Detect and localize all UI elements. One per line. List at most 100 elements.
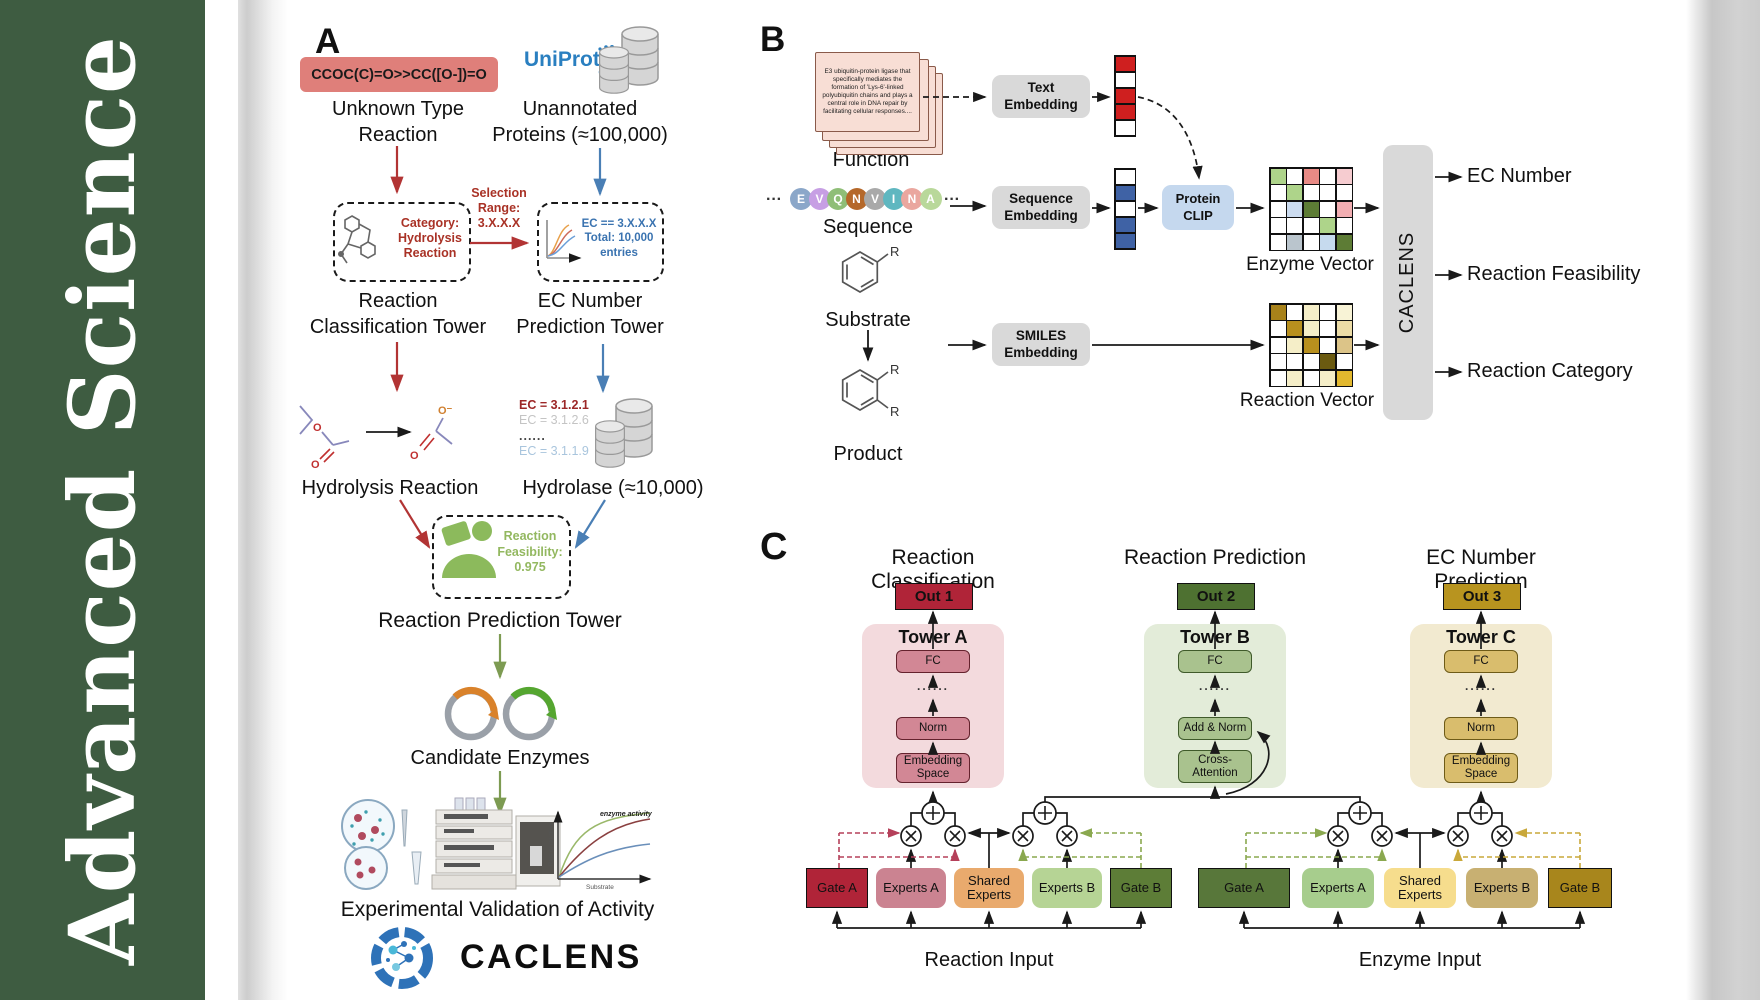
reaction-classification-tower-label: Reaction Classification Tower — [309, 290, 487, 338]
tower-c: Tower C FC Norm Embedding Space — [1410, 624, 1552, 788]
tower-b-fc: FC — [1178, 650, 1252, 673]
vector-cell — [1115, 88, 1135, 103]
svg-text:Substrate: Substrate — [586, 884, 614, 891]
caclens-logo-icon — [371, 927, 433, 989]
matrix-cell — [1303, 201, 1319, 217]
output-reaction-category: Reaction Category — [1467, 360, 1633, 382]
activity-graph: enzyme activity Rate of reaction Substra… — [549, 810, 653, 891]
matrix-cell — [1320, 201, 1335, 217]
matrix-cell — [1287, 218, 1302, 233]
matrix-cell — [1287, 201, 1302, 217]
panel-b-arrows — [862, 91, 1463, 378]
ec-number-prediction-tower-label: EC Number Prediction Tower — [516, 290, 664, 338]
sequence-label: Sequence — [822, 216, 914, 238]
matrix-cell — [1303, 234, 1319, 250]
residue-circle: V — [808, 188, 831, 210]
reaction-gate-a: Gate A — [806, 868, 868, 908]
enzyme-gate-b: Gate B — [1548, 868, 1612, 908]
matrix-cell — [1303, 337, 1319, 353]
database-stack — [594, 420, 626, 468]
matrix-cell — [1287, 168, 1302, 184]
matrix-cell — [1303, 304, 1319, 320]
svg-text:O: O — [410, 450, 419, 462]
reaction-input-label: Reaction Input — [924, 949, 1054, 971]
header-reaction-prediction: Reaction Prediction — [1123, 546, 1307, 569]
vector-cell — [1115, 201, 1135, 216]
database-stack — [621, 26, 659, 86]
ec-selection-text: EC == 3.X.X.X Total: 10,000 entries — [581, 218, 657, 259]
matrix-cell — [1287, 304, 1302, 320]
ec-candidate-list: EC = 3.1.2.1 EC = 3.1.2.6 ...... EC = 3.… — [519, 398, 589, 458]
product-label: Product — [833, 443, 903, 465]
text-embedding-box: Text Embedding — [992, 75, 1090, 118]
panel-a-label: A — [315, 22, 341, 61]
enzyme-gate-a: Gate A — [1198, 868, 1290, 908]
vector-cell — [1115, 72, 1135, 87]
svg-text:O: O — [311, 459, 320, 471]
matrix-cell — [1303, 185, 1319, 200]
vector-cell — [1115, 56, 1135, 71]
matrix-cell — [1336, 218, 1352, 233]
matrix-cell — [1336, 321, 1352, 336]
smiles-reaction-box: CCOC(C)=O>>CC([O-])=O — [300, 57, 498, 92]
residue-circle: E — [790, 188, 812, 210]
matrix-cell — [1270, 234, 1286, 250]
residue-circle: N — [901, 188, 923, 210]
tower-a: Tower A FC Norm Embedding Space — [862, 624, 1004, 788]
matrix-cell — [1270, 201, 1286, 217]
uniprot-logo: UniProt — [524, 48, 600, 71]
reaction-vector-matrix — [1269, 303, 1353, 387]
page-edge-shadow-left — [238, 0, 288, 1000]
matrix-cell — [1270, 218, 1286, 233]
product-r2: R — [890, 404, 899, 419]
vector-cell — [1115, 169, 1135, 184]
svg-text:O⁻: O⁻ — [438, 405, 453, 417]
tower-c-embedding: Embedding Space — [1444, 753, 1518, 783]
matrix-cell — [1270, 337, 1286, 353]
matrix-cell — [1320, 234, 1335, 250]
tower-a-fc: FC — [896, 650, 970, 673]
hydrolase-label: Hydrolase (≈10,000) — [522, 477, 704, 499]
matrix-cell — [1287, 321, 1302, 336]
enzyme-input-label: Enzyme Input — [1358, 949, 1482, 971]
tower-b: Tower B FC Add & Norm Cross-Attention — [1144, 624, 1286, 788]
selection-range-label: Selection Range: 3.X.X.X — [471, 186, 527, 230]
residue-circle: Q — [827, 188, 849, 210]
matrix-cell — [1336, 304, 1352, 320]
svg-text:Rate of reaction: Rate of reaction — [549, 824, 555, 866]
tower-a-embedding: Embedding Space — [896, 753, 970, 783]
vector-cell — [1115, 233, 1135, 248]
matrix-cell — [1270, 370, 1286, 386]
matrix-cell — [1320, 354, 1335, 369]
tower-c-dots: ...... — [1464, 679, 1497, 693]
vector-cell — [1115, 185, 1135, 200]
uniprot-dots-icon — [598, 45, 627, 77]
matrix-cell — [1303, 168, 1319, 184]
matrix-cell — [1270, 354, 1286, 369]
feasibility-text: Reaction Feasibility: 0.975 — [497, 529, 563, 575]
reaction-feasibility-dashed-box: Reaction Feasibility: 0.975 Enzyme — [432, 515, 571, 599]
database-stack — [615, 398, 653, 458]
panel-b-label: B — [760, 20, 786, 59]
caclens-wordmark: CACLENS — [460, 938, 642, 976]
hydrolysis-molecules: O O O⁻ O — [299, 405, 453, 471]
sequence-embedding-box: Sequence Embedding — [992, 186, 1090, 229]
matrix-cell — [1320, 168, 1335, 184]
caclens-model-bar: CACLENS — [1383, 145, 1433, 420]
matrix-cell — [1320, 304, 1335, 320]
matrix-cell — [1320, 185, 1335, 200]
enzyme-shared-experts: Shared Experts — [1384, 868, 1456, 908]
page-edge-shadow-right — [1686, 0, 1760, 1000]
substrate-label: Substrate — [825, 309, 911, 331]
matrix-cell — [1336, 185, 1352, 200]
panel-c-label: C — [760, 526, 788, 568]
candidate-enzymes-label: Candidate Enzymes — [410, 747, 590, 769]
validation-label: Experimental Validation of Activity — [340, 898, 655, 921]
output-ec-number: EC Number — [1467, 165, 1572, 187]
matrix-cell — [1287, 234, 1302, 250]
substrate-r: R — [890, 244, 899, 259]
tower-a-norm: Norm — [896, 717, 970, 740]
reaction-vector-label: Reaction Vector — [1239, 390, 1375, 411]
matrix-cell — [1303, 321, 1319, 336]
